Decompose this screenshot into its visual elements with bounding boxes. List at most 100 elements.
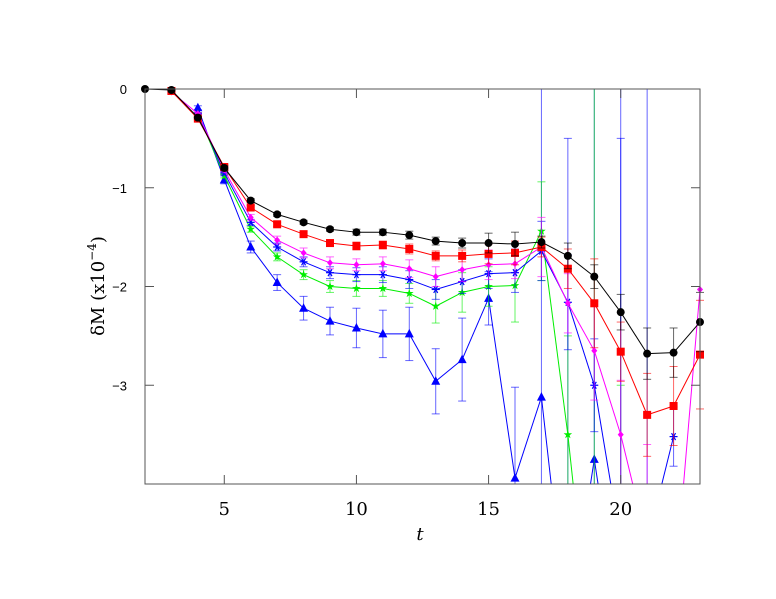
point-star (431, 301, 440, 310)
point-square (378, 241, 387, 250)
point-triangle (351, 322, 361, 332)
series-line-segment (461, 298, 490, 360)
series-line-segment (250, 216, 278, 241)
series-line-segment (276, 256, 304, 276)
series-line-segment (673, 354, 701, 407)
point-star (272, 252, 282, 261)
point-circle (193, 113, 202, 122)
x-tick-label: 10 (345, 499, 368, 520)
point-square (326, 239, 334, 248)
series-line-segment (593, 303, 622, 352)
point-triangle (272, 277, 282, 287)
series-line-segment (540, 397, 552, 485)
series-line-segment (329, 272, 357, 276)
point-circle (220, 164, 229, 172)
series-line-segment (408, 333, 437, 382)
x-tick-label: 5 (219, 499, 230, 520)
point-circle (405, 231, 414, 240)
point-diamond (591, 347, 598, 355)
asterisk-stroke (274, 243, 280, 251)
point-square (431, 251, 440, 260)
series-line-segment (303, 233, 331, 244)
series-line-segment (593, 350, 622, 435)
point-square (273, 220, 282, 229)
asterisk-stroke (327, 268, 333, 277)
series-line-segment (620, 311, 648, 354)
series-line-segment (303, 221, 331, 230)
series-line-segment (329, 242, 357, 247)
point-circle (484, 239, 493, 248)
point-diamond (327, 259, 333, 267)
series-line-segment (303, 252, 331, 264)
series-line-segment (435, 359, 463, 382)
series-line-segment (223, 172, 252, 223)
series-circle (141, 85, 704, 380)
x-tick-label: 20 (609, 499, 632, 520)
point-circle (167, 85, 176, 94)
point-star (325, 282, 335, 291)
series-line-segment (673, 321, 701, 353)
series-line-segment (329, 228, 357, 233)
point-asterisk (352, 270, 361, 279)
point-diamond (485, 261, 492, 269)
point-circle (273, 210, 282, 219)
point-diamond (247, 213, 254, 221)
series-line-segment (276, 282, 304, 309)
point-square (299, 230, 308, 239)
point-diamond (274, 236, 281, 244)
series-line-segment (462, 264, 489, 271)
series-line-segment (303, 274, 331, 287)
asterisk-stroke (433, 285, 439, 294)
series-line-segment (647, 352, 674, 355)
series-line-segment (250, 207, 278, 225)
point-asterisk (299, 258, 308, 266)
point-circle (352, 228, 361, 237)
series-line-segment (329, 262, 357, 266)
series-line-segment (567, 255, 595, 278)
series-line-segment (567, 303, 595, 351)
point-star (220, 171, 229, 180)
series-line-segment (514, 396, 542, 479)
series-line-segment (303, 307, 331, 322)
series-line-segment (382, 244, 410, 250)
series-line-segment (329, 286, 357, 289)
series-line-segment (488, 252, 516, 255)
series-line-segment (540, 246, 569, 304)
asterisk-stroke (353, 270, 359, 279)
point-asterisk (326, 268, 334, 277)
point-square (643, 410, 652, 419)
y-tick-label: −2 (112, 280, 127, 295)
series-line-segment (356, 244, 383, 247)
series-line-segment (382, 231, 410, 236)
point-square (669, 401, 678, 410)
series-line-segment (250, 228, 278, 258)
point-star (299, 270, 308, 279)
series-line-segment (435, 240, 463, 244)
series-line-segment (683, 289, 701, 485)
series-line-segment (488, 272, 516, 275)
point-circle (299, 218, 308, 227)
point-square (458, 251, 467, 260)
point-circle (590, 272, 599, 281)
series-line-segment (382, 274, 410, 281)
y-axis-label-exp: −4 (85, 243, 99, 261)
series-line-segment (593, 459, 599, 485)
point-star (352, 284, 361, 293)
y-tick-label: −3 (112, 378, 127, 393)
series-line-segment (409, 268, 436, 278)
point-diamond (459, 266, 466, 274)
point-triangle (536, 392, 546, 401)
series-line-segment (382, 287, 410, 294)
series-line-segment (276, 239, 304, 254)
series-line-segment (514, 230, 542, 286)
y-tick-label: 0 (120, 82, 127, 97)
point-square (590, 299, 599, 308)
point-triangle (193, 102, 203, 112)
point-square (246, 203, 255, 212)
point-square (484, 249, 493, 258)
series-line-segment (514, 246, 542, 254)
point-square (352, 242, 361, 251)
point-circle (511, 240, 519, 249)
series-line-segment (409, 234, 436, 242)
